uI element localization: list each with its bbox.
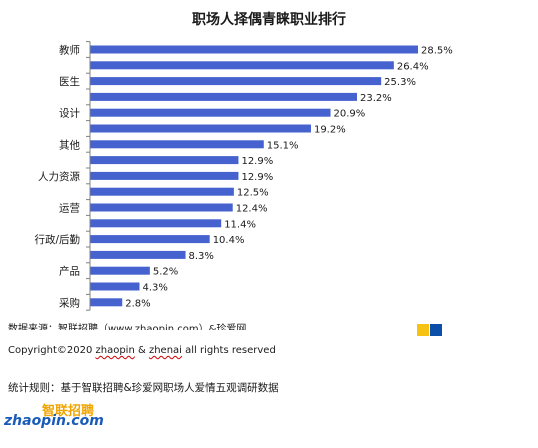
bar — [90, 282, 140, 291]
data-label: 10.4% — [213, 235, 245, 246]
bar — [90, 108, 331, 117]
category-label: 人力资源 — [38, 170, 80, 183]
bar — [90, 171, 239, 180]
data-label: 26.4% — [397, 61, 429, 72]
data-label: 28.5% — [421, 46, 453, 57]
category-label: 采购 — [59, 296, 80, 309]
data-label: 23.2% — [360, 93, 392, 104]
bar — [90, 203, 233, 212]
bar — [90, 250, 186, 259]
data-label: 8.3% — [189, 251, 214, 262]
zhaopin-logo: 智联招聘 zhaopin.com — [4, 400, 114, 430]
data-label: 2.8% — [125, 298, 150, 309]
category-label: 设计 — [59, 107, 80, 120]
copyright-prefix: Copyright©2020 — [8, 345, 96, 356]
data-label: 15.1% — [267, 140, 299, 151]
category-label: 其他 — [59, 138, 80, 151]
data-label: 12.4% — [236, 204, 268, 215]
bar — [90, 266, 150, 275]
bar — [90, 45, 418, 54]
copyright-suffix: all rights reserved — [181, 345, 276, 356]
data-label: 4.3% — [142, 283, 167, 294]
data-label: 11.4% — [224, 219, 256, 230]
data-label: 12.5% — [237, 188, 269, 199]
source-note: 数据来源：智联招聘（www.zhaopin.com）&珍爱网 — [8, 324, 247, 330]
bar — [90, 219, 222, 228]
brand-square-blue — [430, 324, 442, 336]
bar — [90, 92, 358, 101]
bar — [90, 235, 210, 244]
bar — [90, 140, 264, 149]
category-label: 医生 — [59, 75, 80, 88]
copyright-name-zhenai: zhenai — [148, 345, 182, 356]
bar — [90, 61, 394, 70]
bar — [90, 77, 382, 86]
copyright-text: Copyright©2020 zhaopin & zhenai all righ… — [8, 345, 276, 356]
bar — [90, 298, 123, 307]
chart-title: 职场人择偶青睐职业排行 — [192, 12, 346, 28]
category-label: 行政/后勤 — [34, 233, 80, 246]
category-label: 产品 — [59, 265, 80, 278]
data-label: 20.9% — [334, 109, 366, 120]
copyright-amp: & — [134, 345, 149, 356]
logo-english-text: zhaopin.com — [4, 413, 104, 429]
bar — [90, 124, 311, 133]
data-label: 19.2% — [314, 125, 346, 136]
bar — [90, 187, 234, 196]
data-label: 25.3% — [384, 77, 416, 88]
brand-square-yellow — [417, 324, 429, 336]
data-label: 12.9% — [241, 156, 273, 167]
statistics-rule: 统计规则：基于智联招聘&珍爱网职场人爱情五观调研数据 — [8, 382, 279, 394]
category-label: 教师 — [59, 44, 80, 57]
bar — [90, 156, 239, 165]
copyright-name-zhaopin: zhaopin — [95, 345, 135, 356]
category-label: 运营 — [59, 202, 80, 215]
data-label: 12.9% — [241, 172, 273, 183]
logo-chinese-text: 智联招聘 — [42, 404, 95, 419]
data-label: 5.2% — [153, 267, 178, 278]
